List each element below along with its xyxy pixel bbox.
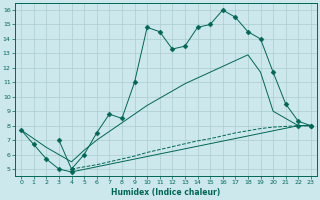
X-axis label: Humidex (Indice chaleur): Humidex (Indice chaleur)	[111, 188, 221, 197]
